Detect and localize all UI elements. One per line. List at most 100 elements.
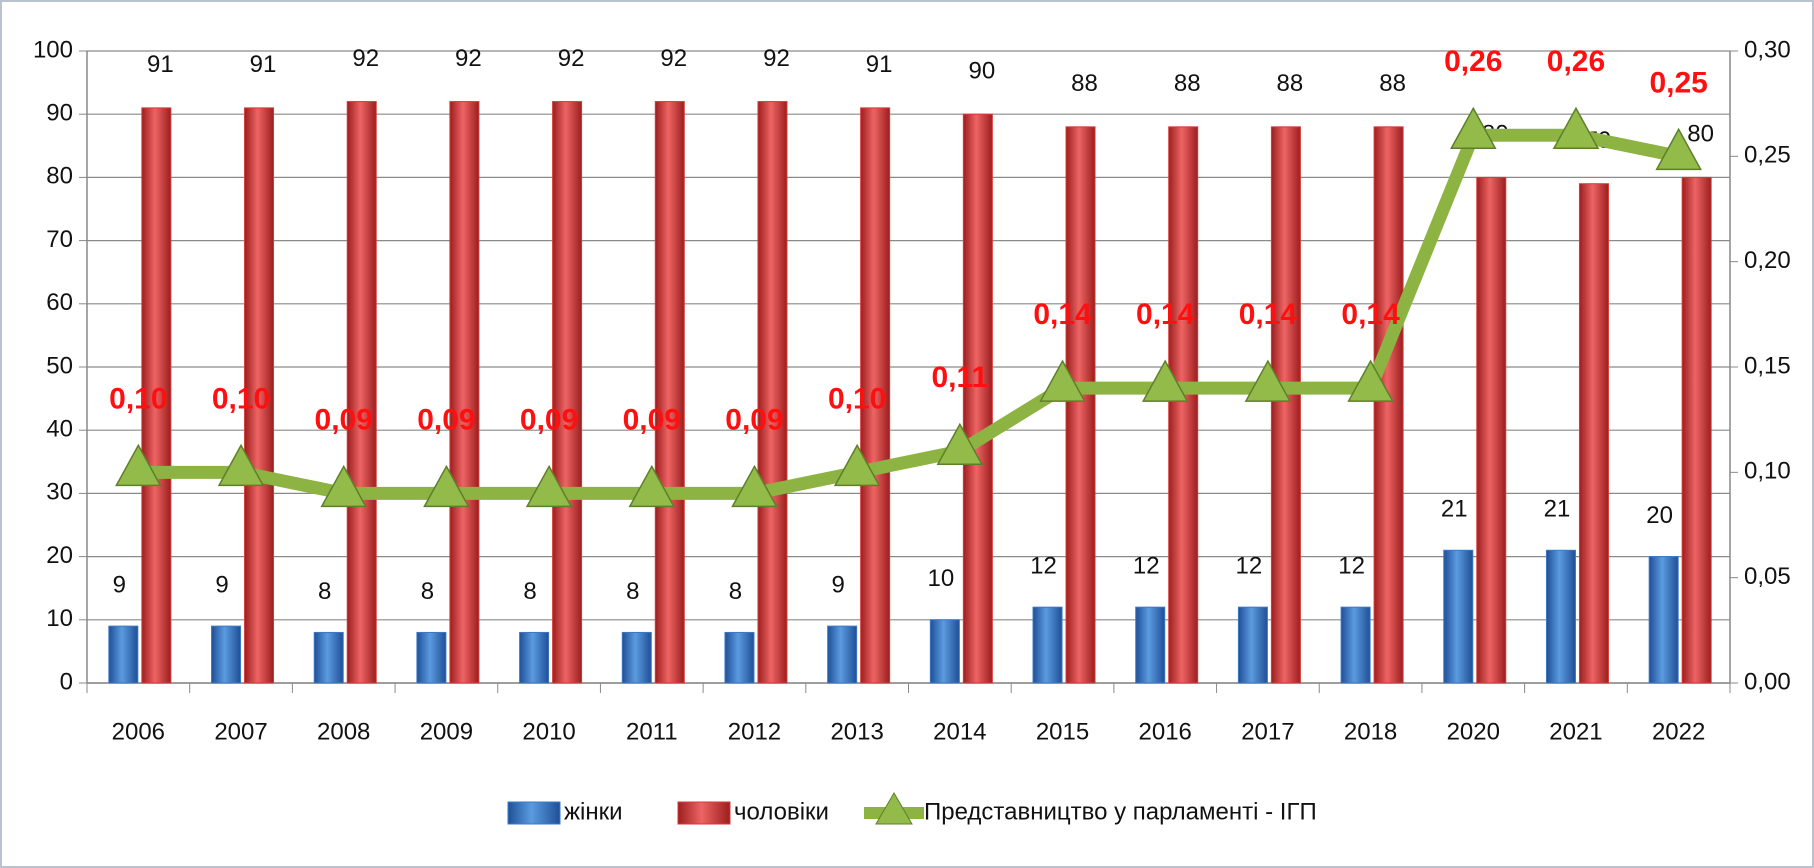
y2-tick-label: 0,00 [1744,668,1791,695]
bar-label: 92 [352,45,379,72]
bar [1270,126,1301,684]
bar-label: 8 [421,578,434,605]
line-label: 0,09 [725,403,783,436]
bar [1340,606,1371,684]
x-tick-label: 2006 [112,718,165,745]
bar-label: 9 [831,571,844,598]
bar [1681,176,1712,684]
bar [1578,183,1609,684]
bar-label: 12 [1030,553,1057,580]
y2-tick-label: 0,20 [1744,247,1791,274]
y2-tick-label: 0,15 [1744,352,1791,379]
line-marker [1450,106,1497,150]
x-tick-label: 2022 [1652,718,1705,745]
x-tick-label: 2017 [1241,718,1294,745]
bar-label: 88 [1174,70,1201,97]
bar [724,631,755,684]
line-label: 0,25 [1649,66,1707,99]
bar [1237,606,1268,684]
bar-label: 91 [866,51,893,78]
line-label: 0,14 [1033,298,1092,331]
x-tick-label: 2010 [522,718,575,745]
bar-label: 91 [147,51,174,78]
bar-label: 88 [1277,70,1304,97]
legend-swatch [507,801,561,825]
bar-label: 92 [455,45,482,72]
legend-swatch [875,792,913,825]
line-marker [1655,127,1702,171]
bar-label: 21 [1441,496,1468,523]
line-marker [115,443,162,487]
bar [962,113,993,684]
line-label: 0,14 [1136,298,1195,331]
y2-tick-label: 0,10 [1744,458,1791,485]
bar-label: 92 [558,45,585,72]
x-tick-label: 2007 [214,718,267,745]
bar [1373,126,1404,684]
bar [519,631,550,684]
line-marker [525,464,573,508]
bar [1648,556,1679,684]
y-tick-label: 70 [46,226,73,253]
bar-label: 12 [1236,553,1263,580]
x-tick-label: 2021 [1549,718,1602,745]
bar [654,101,685,684]
legend-label: жінки [564,798,623,825]
legend-label: чоловіки [734,798,829,825]
line-marker [1039,359,1086,402]
bar [211,625,242,684]
bar [621,631,652,684]
line-marker [217,443,265,487]
y-tick-label: 100 [33,36,73,63]
line-label: 0,09 [520,403,578,436]
y2-tick-label: 0,25 [1744,142,1791,169]
bar [1443,549,1474,684]
y-tick-label: 90 [46,100,73,127]
x-tick-label: 2018 [1344,718,1397,745]
y-tick-label: 50 [46,352,73,379]
y-tick-label: 40 [46,416,73,443]
bar [860,107,891,684]
bar-label: 91 [250,51,277,78]
line-label: 0,10 [212,382,270,415]
bar-label: 88 [1379,70,1406,97]
bar-label: 88 [1071,70,1098,97]
bar [313,631,344,684]
bar-label: 8 [318,578,331,605]
bar [757,101,788,684]
bar [1476,176,1507,684]
y-tick-label: 80 [46,163,73,190]
bar [1065,126,1096,684]
bar [929,619,960,684]
line-label: 0,26 [1444,45,1502,78]
bar-label: 80 [1687,121,1714,148]
bar [1545,549,1576,684]
bar [1135,606,1166,684]
line-marker [423,464,470,508]
bar-label: 12 [1338,553,1365,580]
line-marker [1347,359,1394,402]
line-marker [833,443,881,487]
bar-label: 8 [729,578,742,605]
line-label: 0,10 [109,382,167,415]
x-tick-label: 2013 [830,718,883,745]
line-label: 0,26 [1547,45,1605,78]
x-tick-label: 2015 [1036,718,1089,745]
bar-label: 90 [968,58,995,85]
bar [346,101,377,684]
line-label: 0,09 [417,403,475,436]
line-label: 0,09 [623,403,681,436]
bar [108,625,139,684]
legend-swatch [677,801,731,825]
bar [244,107,275,684]
line-label: 0,10 [828,382,886,415]
bar-label: 92 [763,45,790,72]
bar [827,625,858,684]
bar-label: 92 [660,45,687,72]
line-marker [936,422,984,466]
line-marker [628,464,676,508]
bar-label: 9 [113,571,126,598]
bar [552,101,583,684]
y-tick-label: 60 [46,289,73,316]
